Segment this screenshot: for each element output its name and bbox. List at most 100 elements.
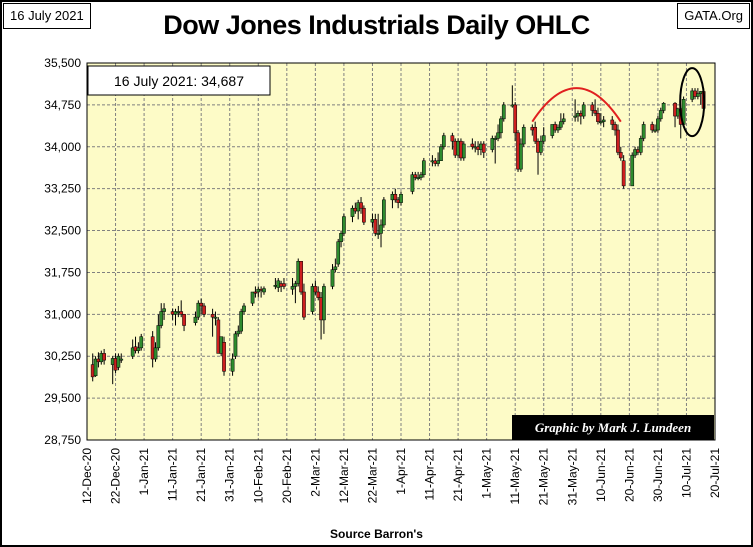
x-tick-label: 1-Apr-21 — [394, 448, 408, 495]
candle-up — [156, 325, 161, 349]
y-tick-label: 29,500 — [44, 391, 81, 405]
candle-up — [159, 311, 164, 326]
candle-up — [436, 160, 440, 164]
y-tick-label: 31,000 — [44, 307, 81, 321]
candle-up — [139, 336, 144, 349]
candle-up — [330, 269, 335, 287]
candle-up — [490, 138, 495, 150]
candle-up — [239, 311, 243, 332]
candle-up — [382, 199, 386, 226]
candle-up — [439, 146, 443, 161]
x-tick-label: 11-Jan-21 — [166, 448, 180, 501]
credit-box-bg — [512, 415, 714, 440]
x-tick-label: 10-Jul-21 — [679, 448, 693, 498]
candle-up — [656, 118, 660, 131]
candle-down — [618, 152, 623, 159]
candle-down — [210, 314, 215, 318]
candle-down — [450, 135, 455, 142]
candle-down — [222, 342, 226, 372]
candle-up — [496, 132, 500, 139]
red-arc — [531, 87, 622, 123]
candle-up — [493, 138, 498, 140]
candle-up — [410, 174, 415, 192]
source-tag: GATA.Org — [677, 3, 750, 29]
candle-up — [376, 233, 381, 235]
candle-up — [421, 160, 426, 175]
x-tick-label: 20-Jun-21 — [622, 448, 636, 502]
x-tick-label: 21-Jan-21 — [194, 448, 208, 502]
candle-up — [559, 121, 563, 128]
candle-down — [202, 305, 206, 315]
candle-up — [350, 207, 355, 217]
candle-up — [236, 330, 241, 335]
x-tick-label: 11-Apr-21 — [423, 448, 437, 501]
x-tick-label: 2-Mar-21 — [308, 448, 322, 497]
candle-up — [162, 308, 166, 312]
candle-up — [638, 138, 643, 153]
candle-up — [230, 358, 235, 372]
x-tick-label: 21-May-21 — [537, 448, 551, 506]
candle-up — [250, 291, 255, 304]
x-tick-label: 21-Apr-21 — [451, 448, 465, 502]
candle-down — [313, 286, 318, 293]
x-tick-label: 10-Jun-21 — [594, 448, 608, 502]
candle-up — [242, 305, 246, 312]
candle-up — [293, 283, 298, 287]
y-axis: 28,750 29,500 30,250 31,000 31,750 32,500 33,2… — [44, 56, 81, 447]
candle-up — [119, 358, 124, 361]
x-tick-label: 22-Dec-20 — [109, 448, 123, 504]
candle-up — [379, 224, 383, 234]
x-tick-label: 1-Jan-21 — [137, 448, 151, 496]
candles — [90, 85, 706, 385]
candle-down — [613, 124, 617, 131]
candle-up — [336, 241, 341, 265]
price-callout-text: 16 July 2021: 34,687 — [114, 73, 244, 89]
candle-up — [196, 302, 201, 318]
candle-down — [513, 104, 518, 134]
candle-up — [658, 110, 663, 120]
candle-down — [610, 119, 615, 125]
candle-up — [339, 233, 343, 242]
candle-down — [590, 104, 595, 111]
candle-up — [573, 115, 577, 118]
candle-up — [262, 288, 266, 293]
annotations: 16 July 2021: 34,687 Graphic by Mark J. L… — [87, 65, 714, 440]
candle-down — [373, 219, 378, 234]
candle-up — [116, 355, 121, 368]
y-tick-label: 34,750 — [44, 98, 81, 112]
candle-down — [481, 143, 486, 153]
candle-up — [136, 347, 141, 351]
x-axis: 12-Dec-20 22-Dec-20 1-Jan-21 11-Jan-21 21-Ja… — [80, 448, 722, 506]
candle-down — [593, 110, 597, 114]
candle-up — [213, 316, 218, 319]
x-tick-label: 1-May-21 — [480, 448, 494, 499]
candle-up — [641, 124, 646, 139]
candle-down — [596, 113, 600, 122]
candle-up — [416, 177, 420, 179]
x-tick-label: 31-May-21 — [565, 448, 579, 506]
x-tick-label: 31-Jan-21 — [223, 448, 237, 502]
candle-up — [521, 126, 526, 145]
candle-down — [282, 283, 286, 287]
candle-up — [661, 102, 666, 111]
candle-up — [342, 216, 346, 234]
candle-up — [499, 118, 503, 134]
candle-up — [519, 143, 523, 170]
candle-up — [399, 194, 403, 203]
candle-down — [621, 160, 626, 187]
candle-down — [413, 174, 418, 178]
x-tick-label: 22-Mar-21 — [365, 448, 379, 504]
y-tick-label: 30,250 — [44, 349, 81, 363]
candle-down — [359, 202, 363, 209]
candle-down — [316, 291, 321, 298]
candle-up — [290, 286, 295, 290]
highlight-ellipse — [679, 67, 706, 138]
candle-down — [393, 194, 398, 201]
candle-up — [501, 104, 506, 120]
y-tick-label: 32,500 — [44, 224, 81, 238]
candle-down — [302, 291, 306, 318]
plot-border — [86, 62, 716, 441]
candle-down — [470, 143, 475, 148]
candle-up — [333, 266, 338, 270]
